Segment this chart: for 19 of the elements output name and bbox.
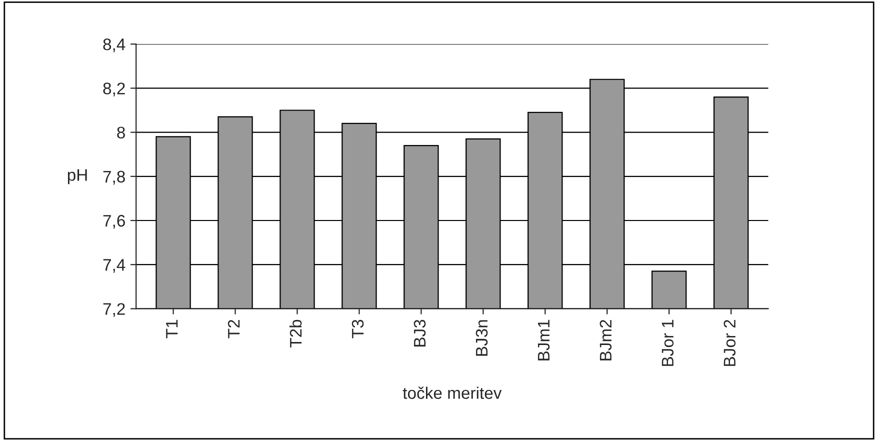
x-tick-label: BJor 1 <box>662 320 674 366</box>
y-tick-label: 7,4 <box>103 259 126 273</box>
x-tick-label: T1 <box>166 320 178 338</box>
x-tick-label: T2 <box>228 320 240 338</box>
x-tick-label: T3 <box>352 320 364 338</box>
y-tick-label: 8,2 <box>103 82 125 96</box>
x-axis-title: točke meritev <box>402 386 502 399</box>
y-tick-label: 8 <box>117 126 125 139</box>
x-tick-label: BJor 2 <box>724 320 736 366</box>
y-tick-label: 7,8 <box>103 170 125 185</box>
y-tick-label: 8,4 <box>103 38 126 52</box>
x-tick-label: BJ3 <box>414 320 426 346</box>
y-axis-title: pH <box>68 169 87 184</box>
x-tick-label: T2b <box>289 320 302 348</box>
y-tick-label: 7,6 <box>103 214 125 229</box>
y-tick-label: 7,2 <box>103 303 125 317</box>
x-tick-label: BJ3n <box>476 320 488 356</box>
x-tick-label: BJm2 <box>600 320 612 360</box>
x-tick-label: BJm1 <box>538 320 550 360</box>
